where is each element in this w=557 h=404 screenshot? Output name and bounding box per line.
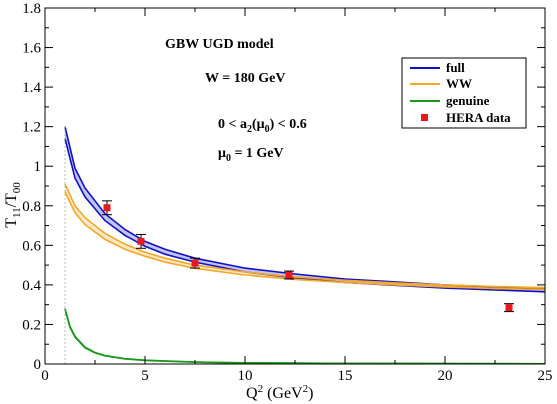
annotation-model: GBW UGD model [165, 37, 274, 52]
y-tick-label: 1.8 [22, 1, 41, 17]
y-tick-label: 1.2 [22, 120, 41, 136]
legend-label-hera: HERA data [446, 110, 511, 125]
x-axis-title: Q2 (GeV2) [246, 383, 313, 402]
y-tick-label: 1 [34, 159, 42, 175]
data-point-hera [137, 237, 145, 245]
x-tick-label: 5 [141, 368, 149, 384]
series-layer [64, 126, 545, 364]
y-tick-label: 0.4 [22, 278, 41, 294]
legend-swatch-hera [421, 114, 428, 121]
legend-label-full: full [446, 60, 465, 75]
x-tick-label: 15 [338, 368, 353, 384]
series-line-lower-genuine [64, 309, 545, 364]
data-point-hera [505, 304, 513, 312]
series-line-lower-full [64, 138, 545, 293]
data-point-hera [285, 271, 293, 279]
annotation-energy: W = 180 GeV [205, 71, 285, 86]
legend-label-ww: WW [446, 76, 472, 91]
points-layer [102, 200, 514, 313]
data-point-hera [103, 204, 111, 212]
y-tick-label: 0.6 [22, 238, 41, 254]
x-tick-label: 10 [238, 368, 253, 384]
x-tick-label: 25 [538, 368, 553, 384]
band-fill-full [65, 126, 545, 292]
y-tick-label: 0.8 [22, 199, 41, 215]
y-tick-label: 1.4 [22, 80, 41, 96]
series-line-upper-genuine [64, 308, 545, 364]
y-axis-title: T11/T00 [3, 182, 23, 228]
legend: full WW genuine HERA data [401, 57, 527, 129]
band-fill-genuine [65, 308, 545, 364]
legend-label-genuine: genuine [446, 93, 490, 108]
data-point-hera [191, 259, 199, 267]
y-tick-label: 0 [34, 357, 42, 373]
y-tick-label: 1.6 [22, 41, 41, 57]
x-tick-label: 20 [438, 368, 453, 384]
annotation-range: 0 < a2(μ0) < 0.6 [218, 117, 307, 135]
series-line-upper-full [64, 126, 545, 290]
annotation-scale: μ0 = 1 GeV [218, 146, 284, 164]
x-tick-label: 0 [41, 368, 49, 384]
ticks-layer: 0 5 10 15 20 25 0 0.2 0.4 0.6 0.8 1 1.2 1.4 1.6 1.8 [22, 1, 552, 384]
y-tick-label: 0.2 [22, 317, 41, 333]
